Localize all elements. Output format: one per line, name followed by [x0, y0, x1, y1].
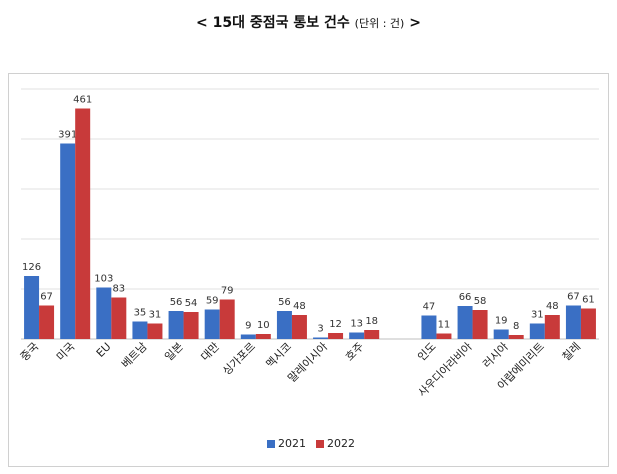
data-label: 83 — [112, 284, 125, 295]
data-label: 8 — [513, 321, 519, 332]
bar-2022 — [183, 312, 199, 339]
data-label: 35 — [134, 308, 147, 319]
data-label: 3 — [317, 324, 323, 335]
bar-2022 — [580, 308, 596, 339]
data-label: 19 — [495, 316, 508, 327]
data-label: 56 — [278, 297, 291, 308]
category-label: 인도 — [415, 340, 439, 364]
bar-2022 — [544, 315, 560, 339]
legend-label-2021: 2021 — [278, 437, 306, 450]
bar-2021 — [529, 323, 545, 339]
bar-2021 — [204, 309, 220, 339]
category-label: 싱가포르 — [220, 340, 258, 378]
data-label: 48 — [293, 301, 306, 312]
bar-2021 — [96, 287, 112, 339]
chart-title-close: > — [409, 15, 421, 31]
data-label: 79 — [221, 286, 234, 297]
data-label: 11 — [438, 320, 451, 331]
chart-title: < 15대 중점국 통보 건수 (단위 : 건) > — [0, 12, 617, 32]
bar-2021 — [493, 329, 509, 339]
category-label: 칠레 — [560, 340, 584, 364]
data-label: 56 — [170, 297, 183, 308]
data-label: 13 — [350, 319, 363, 330]
bar-2021 — [240, 334, 256, 339]
bar-2021 — [168, 311, 184, 339]
bar-2022 — [255, 334, 271, 339]
chart-title-main: < 15대 중점국 통보 건수 — [196, 15, 350, 31]
category-label: 미국 — [54, 340, 78, 364]
data-label: 18 — [365, 316, 378, 327]
data-label: 9 — [245, 321, 251, 332]
data-label: 391 — [58, 130, 77, 141]
data-label: 103 — [94, 274, 113, 285]
bar-2021 — [565, 305, 581, 339]
legend-swatch-2021 — [267, 440, 275, 448]
category-label: 일본 — [162, 339, 186, 363]
data-label: 54 — [185, 298, 198, 309]
category-label: 대만 — [198, 340, 222, 364]
bar-2022 — [75, 108, 91, 339]
category-label: 중국 — [18, 340, 42, 364]
bar-2022 — [364, 330, 380, 339]
data-label: 31 — [149, 310, 162, 321]
chart-frame: 126 67 중국 391 461 미국 103 83 EU 35 31 베트남 56 54 일본 59 79 대… — [8, 73, 609, 467]
bar-2022 — [111, 297, 127, 339]
category-label: 호주 — [343, 340, 367, 364]
bar-2022 — [219, 299, 235, 339]
category-label: 베트남 — [119, 340, 150, 371]
bar-2021 — [276, 311, 292, 339]
category-label: 말레이시아 — [285, 340, 330, 385]
bar-2021 — [24, 276, 40, 339]
data-label: 48 — [546, 301, 559, 312]
bar-2022 — [472, 310, 488, 339]
bar-2021 — [132, 321, 148, 339]
bar-2022 — [436, 333, 452, 339]
data-label: 58 — [474, 296, 487, 307]
legend-label-2022: 2022 — [327, 437, 355, 450]
bar-2021 — [60, 143, 76, 339]
bar-2022 — [508, 335, 524, 339]
data-label: 66 — [459, 292, 472, 303]
data-label: 59 — [206, 296, 219, 307]
data-label: 47 — [423, 302, 436, 313]
data-label: 67 — [567, 292, 580, 303]
bar-2021 — [421, 315, 437, 339]
data-label: 31 — [531, 310, 544, 321]
chart-title-unit: (단위 : 건) — [354, 17, 405, 30]
bar-2021 — [349, 332, 365, 339]
data-label: 61 — [582, 295, 595, 306]
data-label: 461 — [73, 95, 92, 106]
category-label: 멕시코 — [264, 340, 295, 371]
category-label: EU — [94, 340, 114, 360]
category-label: 러시아 — [480, 340, 511, 371]
bar-2022 — [147, 323, 163, 339]
bar-2021 — [313, 337, 329, 339]
data-label: 126 — [22, 262, 41, 273]
data-label: 12 — [329, 319, 342, 330]
legend-swatch-2022 — [316, 440, 324, 448]
bar-2022 — [39, 305, 55, 339]
bar-2022 — [328, 333, 344, 339]
data-label: 67 — [40, 292, 53, 303]
data-label: 10 — [257, 320, 270, 331]
bar-2021 — [457, 306, 473, 339]
bar-2022 — [291, 315, 307, 339]
